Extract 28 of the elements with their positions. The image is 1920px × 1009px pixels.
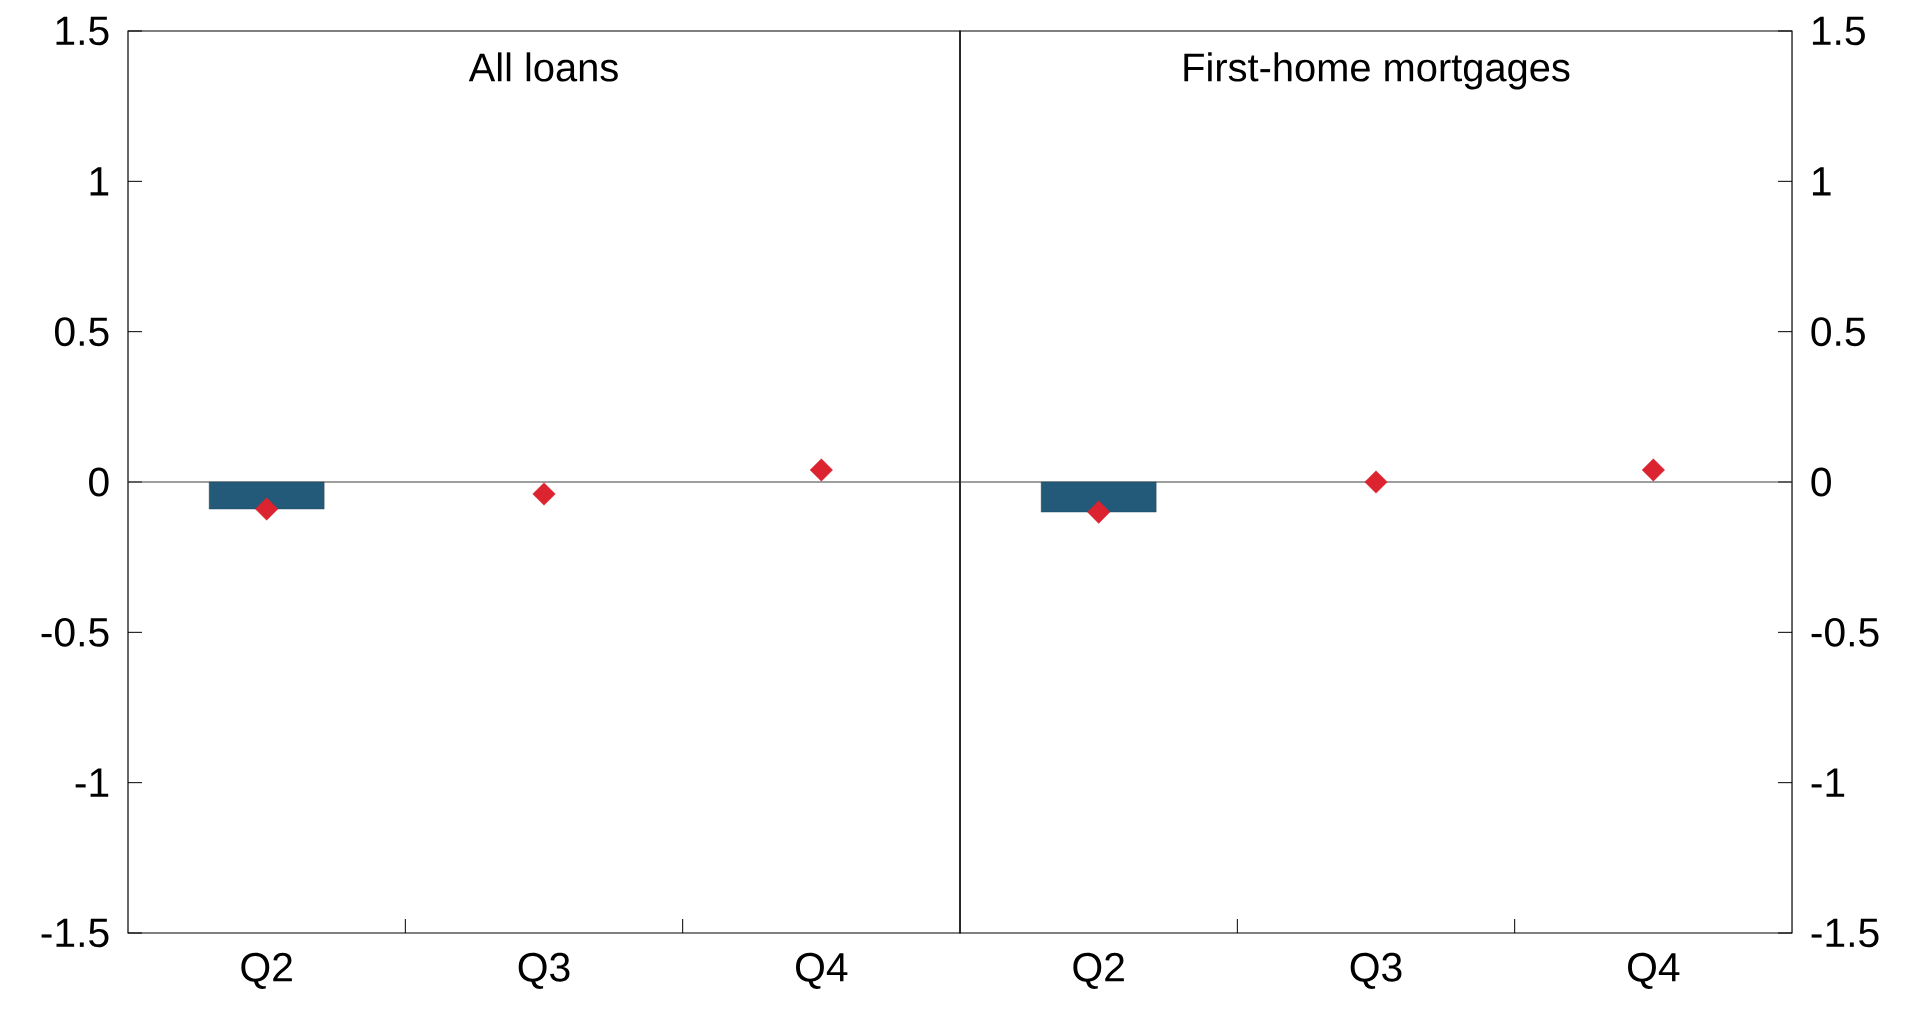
y-tick-label: 1 (1812, 167, 1831, 196)
point (255, 497, 279, 521)
y-tick-label: -1.5 (1811, 918, 1879, 948)
y-tick-label: -0.5 (41, 617, 109, 647)
y-tick-label: 1.5 (1812, 16, 1865, 46)
y-tick-label: -1 (1811, 768, 1845, 797)
y-tick-label: -0.5 (1811, 617, 1879, 647)
point (1641, 458, 1665, 482)
y-tick-label: 0 (89, 467, 109, 497)
point (1364, 470, 1388, 494)
point (1087, 500, 1111, 524)
point (809, 458, 833, 482)
y-tick-label: 1 (90, 167, 109, 196)
y-tick-label: 0 (1811, 467, 1831, 497)
text: First-home mortgages (1184, 52, 1570, 90)
y-tick-label: 0.5 (1811, 317, 1865, 347)
x-tick-label: Q3 (1350, 952, 1402, 990)
y-tick-label: -1.5 (41, 918, 109, 948)
x-tick-label: Q4 (796, 952, 848, 990)
y-tick-label: 0.5 (55, 317, 109, 347)
y-tick-label: -1 (75, 768, 109, 797)
point (532, 482, 556, 506)
x-tick-label: Q3 (518, 952, 570, 990)
x-tick-label: Q4 (1628, 952, 1680, 990)
chart-title: All loans (468, 52, 618, 82)
y-tick-label: 1.5 (56, 16, 109, 46)
x-tick-label: Q2 (241, 952, 292, 990)
x-tick-label: Q2 (1073, 952, 1124, 990)
